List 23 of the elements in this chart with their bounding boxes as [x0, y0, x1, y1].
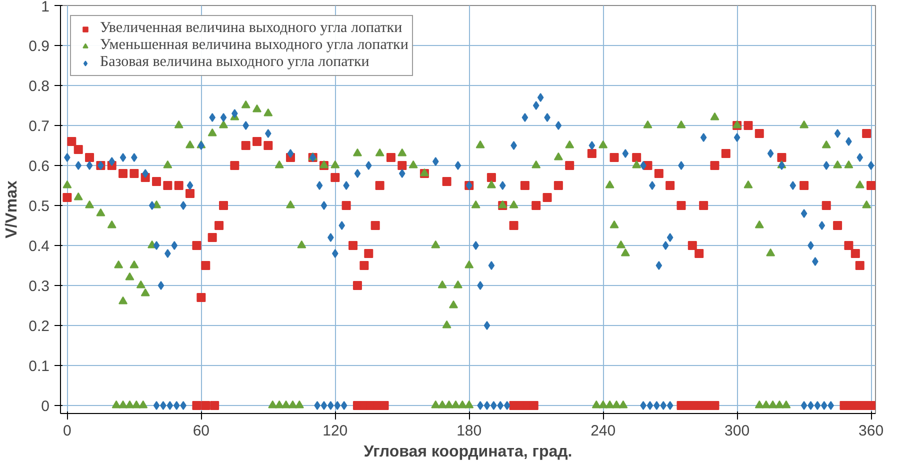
y-tick-label: 0.8 — [28, 78, 50, 95]
legend-label: Уменьшенная величина выходного угла лопатки — [100, 37, 408, 54]
y-tick-label: 0.2 — [28, 318, 50, 335]
y-tick-label: 0 — [41, 398, 50, 415]
x-tick-label: 300 — [724, 422, 750, 440]
x-tick-label: 180 — [456, 422, 482, 440]
y-tick-label: 0.1 — [28, 358, 50, 375]
x-tick-label: 360 — [858, 422, 884, 440]
y-tick-label: 0.9 — [28, 38, 50, 55]
x-axis-title: Угловая координата, град. — [364, 444, 572, 460]
y-tick-label: 0.6 — [28, 158, 50, 175]
y-tick-label: 0.3 — [28, 278, 50, 295]
x-tick-label: 240 — [590, 422, 616, 440]
y-tick-label: 0.4 — [28, 238, 50, 255]
y-tick-label: 1 — [41, 0, 50, 16]
x-tick-label: 120 — [322, 422, 348, 440]
legend-label: Увеличенная величина выходного угла лопатки — [100, 20, 402, 37]
y-axis-title: V/Vmax — [4, 180, 21, 238]
y-tick-label: 0.5 — [28, 198, 50, 215]
y-tick-label: 0.7 — [28, 118, 50, 135]
x-tick-label: 0 — [63, 422, 72, 440]
x-tick-label: 60 — [192, 422, 210, 440]
legend-label: Базовая величина выходного угла лопатки — [100, 54, 370, 71]
